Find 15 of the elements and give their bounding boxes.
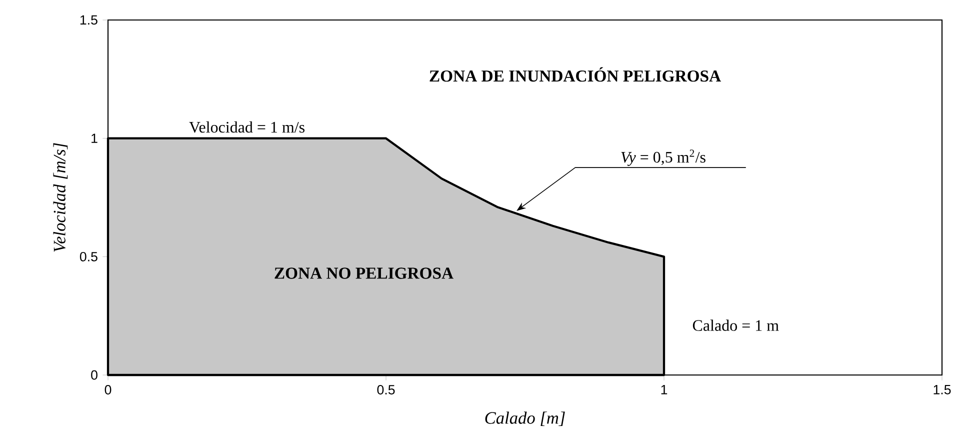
annotation: Vy = 0,5 m$^{2}$/s <box>621 150 706 166</box>
x-tick-label: 1.5 <box>934 385 951 394</box>
y-tick-label: 0 <box>91 370 98 380</box>
x-tick-label: 0.5 <box>377 385 395 394</box>
annotation: Calado = 1 m <box>692 320 779 331</box>
y-tick-label: 0.5 <box>80 252 98 262</box>
annotation: ZONA NO PELIGROSA <box>274 268 454 279</box>
x-tick-label: 1 <box>661 385 668 394</box>
y-tick-label: 1.5 <box>80 15 98 25</box>
x-tick-label: 0 <box>104 385 112 394</box>
y-tick-label: 1 <box>92 134 98 143</box>
annotation: Velocidad = 1 m/s <box>189 121 304 133</box>
annotation: ZONA DE INUNDACIÓN PELIGROSA <box>430 67 721 82</box>
x-axis-title: Calado [m] <box>485 412 565 426</box>
y-axis-title: Velocidad [m/s] <box>53 143 68 252</box>
